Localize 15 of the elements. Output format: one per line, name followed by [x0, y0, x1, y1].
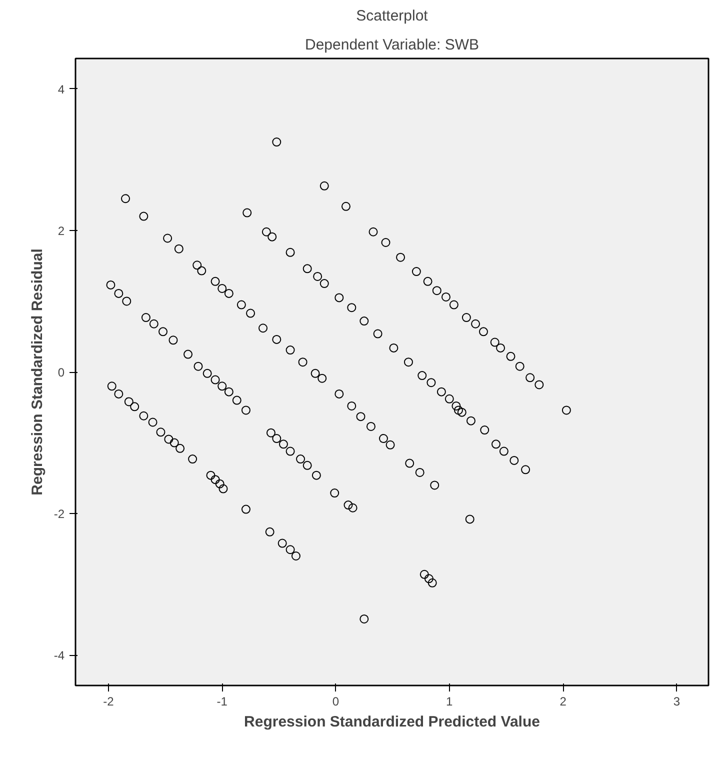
x-tick-label: 3 [673, 694, 680, 708]
y-tick-label: -2 [54, 507, 65, 522]
y-axis-title: Regression Standardized Residual [28, 248, 46, 496]
chart-subtitle: Dependent Variable: SWB [305, 36, 480, 54]
y-tick-label: 4 [58, 82, 65, 96]
x-axis-title: Regression Standardized Predicted Value [244, 714, 540, 730]
y-tick-label: 0 [58, 366, 65, 380]
chart-title: Scatterplot [356, 8, 429, 24]
x-tick-label: 0 [332, 694, 340, 708]
y-tick-label: 2 [58, 224, 65, 238]
x-tick-label: -1 [216, 694, 228, 708]
x-tick-label: -2 [103, 694, 114, 708]
x-tick-label: 1 [446, 694, 454, 708]
y-tick-label: -4 [54, 648, 65, 663]
x-tick-label: 2 [560, 694, 567, 708]
